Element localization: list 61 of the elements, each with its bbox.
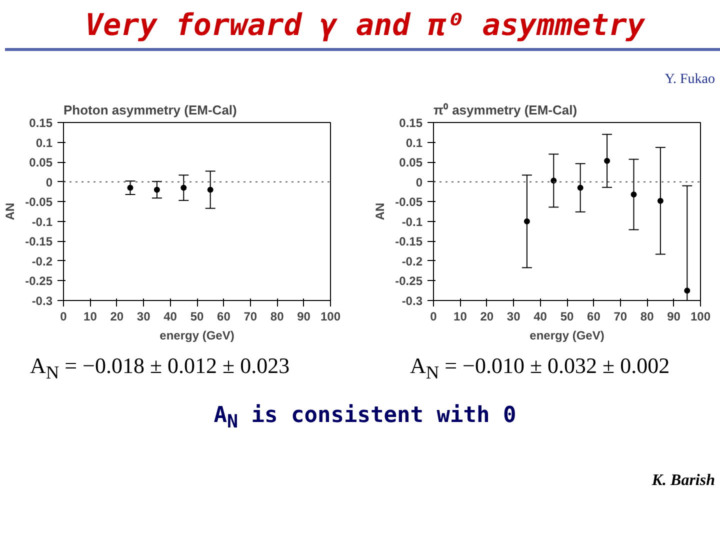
- y-tick-label: 0: [416, 175, 423, 190]
- x-tick-label: 100: [690, 310, 711, 324]
- x-tick-label: 70: [614, 310, 628, 324]
- x-tick-label: 80: [640, 310, 654, 324]
- y-tick-label: -0.05: [25, 195, 53, 210]
- x-axis-title: energy (GeV): [530, 328, 604, 342]
- x-tick-label: 60: [217, 310, 231, 324]
- y-tick-label: 0.05: [29, 156, 53, 170]
- point: [604, 158, 610, 164]
- x-tick-label: 50: [560, 310, 574, 324]
- text: A$_{N}$ = −0.018 ± 0.012 ± 0.023: [29, 352, 290, 384]
- point: [524, 218, 530, 224]
- y-tick-label: 0: [46, 175, 53, 190]
- y-tick-label: -0.15: [395, 234, 423, 249]
- x-tick-label: 70: [244, 310, 258, 324]
- y-tick-label: -0.1: [32, 214, 53, 229]
- chart-title: Photon asymmetry (EM-Cal): [64, 102, 237, 118]
- text: Y. Fukao: [664, 71, 715, 89]
- x-tick-label: 50: [190, 310, 204, 324]
- y-tick-label: -0.25: [395, 274, 423, 288]
- x-tick-label: 0: [430, 310, 438, 324]
- x-tick-label: 30: [136, 310, 151, 324]
- point: [577, 184, 584, 191]
- x-tick-label: 90: [297, 310, 311, 324]
- chart-title: π⁰ asymmetry (EM-Cal): [434, 102, 578, 118]
- x-tick-label: 100: [320, 310, 341, 324]
- y-tick-label: -0.15: [25, 234, 53, 249]
- text: K. Barish: [650, 471, 715, 491]
- x-tick-label: 60: [587, 310, 601, 324]
- y-tick-label: -0.2: [32, 254, 53, 268]
- x-tick-label: 80: [270, 310, 284, 324]
- y-tick-label: -0.3: [402, 294, 423, 308]
- point: [630, 191, 637, 198]
- x-tick-label: 0: [60, 310, 68, 324]
- text: Very forward γ and π⁰ asymmetry: [5, 5, 720, 51]
- x-tick-label: 30: [506, 310, 521, 324]
- x-tick-label: 40: [164, 310, 178, 324]
- y-tick-label: -0.25: [25, 274, 53, 288]
- point: [550, 178, 557, 184]
- x-tick-label: 20: [480, 310, 494, 324]
- y-tick-label: -0.1: [402, 214, 423, 229]
- y-tick-label: 0.15: [29, 116, 53, 130]
- y-tick-label: -0.3: [32, 294, 53, 308]
- text: A$_{N}$ = −0.010 ± 0.032 ± 0.002: [409, 352, 670, 384]
- y-tick-label: -0.05: [395, 195, 423, 210]
- y-tick-label: -0.2: [402, 254, 423, 268]
- y-tick-label: 0.15: [399, 116, 423, 130]
- x-tick-label: 40: [534, 310, 548, 324]
- point: [684, 288, 690, 294]
- x-tick-label: 90: [667, 310, 681, 324]
- x-axis-title: energy (GeV): [160, 328, 234, 342]
- x-tick-label: 10: [84, 310, 98, 324]
- y-tick-label: 0.05: [399, 156, 423, 170]
- y-tick-label: 0.1: [36, 136, 53, 150]
- point: [657, 198, 664, 204]
- x-tick-label: 10: [454, 310, 468, 324]
- text: A$_{N}$ is consistent with 0: [212, 402, 518, 434]
- y-tick-label: 0.1: [406, 136, 423, 150]
- y-axis-title: AN: [373, 202, 388, 220]
- y-axis-title: AN: [3, 202, 18, 220]
- x-tick-label: 20: [110, 310, 124, 324]
